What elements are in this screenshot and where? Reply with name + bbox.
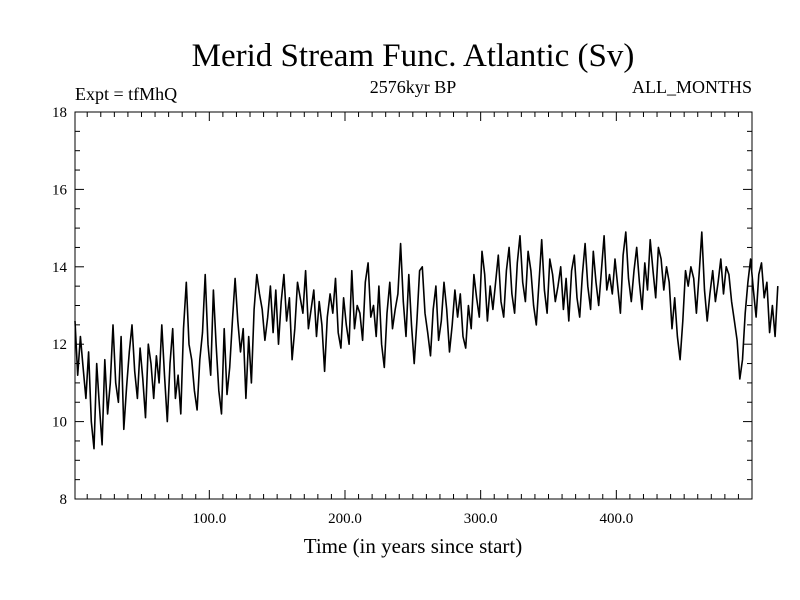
experiment-label: Expt = tfMhQ — [75, 84, 177, 104]
months-label: ALL_MONTHS — [632, 77, 752, 97]
chart-title: Merid Stream Func. Atlantic (Sv) — [192, 38, 635, 74]
y-tick-label: 10 — [52, 415, 67, 431]
axis-ticks — [75, 111, 752, 500]
x-axis-label: Time (in years since start) — [304, 534, 523, 558]
plot-frame — [74, 111, 753, 500]
y-tick-label: 14 — [52, 260, 68, 276]
x-tick-label: 100.0 — [192, 511, 226, 527]
y-tick-label: 12 — [52, 337, 67, 353]
period-label: 2576kyr BP — [370, 77, 457, 97]
axis-tick-labels: 100.0 200.0 300.0 400.0 8 10 12 14 16 18 — [52, 105, 633, 527]
x-tick-label: 300.0 — [464, 511, 498, 527]
x-tick-label: 200.0 — [328, 511, 362, 527]
series-line — [74, 231, 779, 450]
y-tick-label: 16 — [52, 182, 68, 198]
x-tick-label: 400.0 — [599, 511, 633, 527]
y-tick-label: 8 — [60, 492, 68, 508]
y-tick-label: 18 — [52, 105, 67, 121]
